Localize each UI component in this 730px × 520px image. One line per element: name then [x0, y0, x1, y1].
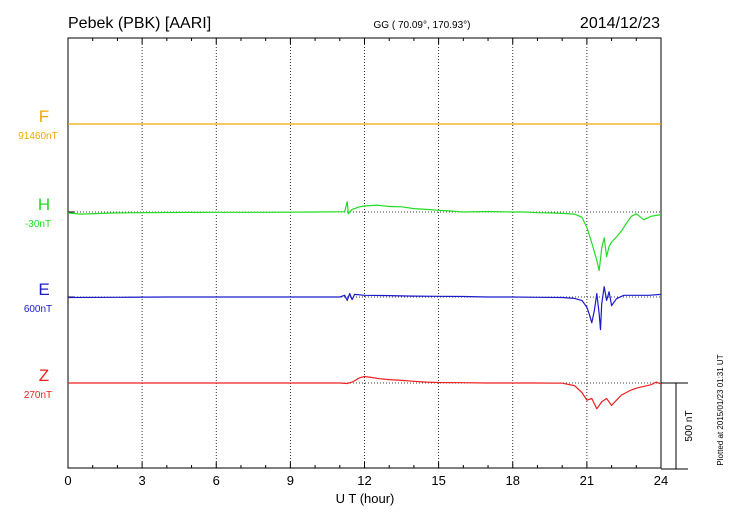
series-layer — [67, 123, 662, 410]
series-z-line — [68, 375, 662, 410]
series-h-line — [67, 201, 662, 272]
component-h-baseline: -30nT — [25, 219, 51, 230]
component-z-baseline: 270nT — [24, 390, 52, 401]
plotted-timestamp: Plotted at 2015/01/23 01:31 UT — [716, 354, 725, 465]
component-e-baseline: 600nT — [24, 304, 52, 315]
chart-date: 2014/12/23 — [580, 15, 660, 32]
x-tick-label: 9 — [287, 473, 294, 488]
component-f-baseline: 91460nT — [18, 131, 57, 142]
x-tick-label: 6 — [213, 473, 220, 488]
component-e-label: E — [38, 280, 49, 299]
plot-frame — [67, 37, 662, 469]
component-h-label: H — [38, 195, 50, 214]
station-title: Pebek (PBK) [AARI] — [68, 15, 211, 32]
scale-label: 500 nT — [684, 410, 695, 441]
grid — [141, 38, 588, 468]
x-ticks: 0 3 6 9 12 15 18 21 24 — [64, 38, 668, 488]
station-coords: GG ( 70.09°, 170.93°) — [374, 20, 471, 31]
x-tick-label: 0 — [64, 473, 71, 488]
x-tick-label: 12 — [357, 473, 371, 488]
x-tick-label: 24 — [654, 473, 668, 488]
component-f-label: F — [39, 107, 49, 126]
x-axis-title: U T (hour) — [336, 491, 395, 506]
component-labels: F 91460nT H -30nT E 600nT Z 270nT — [18, 107, 57, 401]
scale-bar: 500 nT — [661, 382, 695, 470]
x-tick-label: 3 — [139, 473, 146, 488]
x-tick-label: 18 — [506, 473, 520, 488]
x-tick-label: 15 — [431, 473, 445, 488]
component-z-label: Z — [39, 366, 49, 385]
x-tick-label: 21 — [580, 473, 594, 488]
series-e-line — [67, 286, 662, 331]
